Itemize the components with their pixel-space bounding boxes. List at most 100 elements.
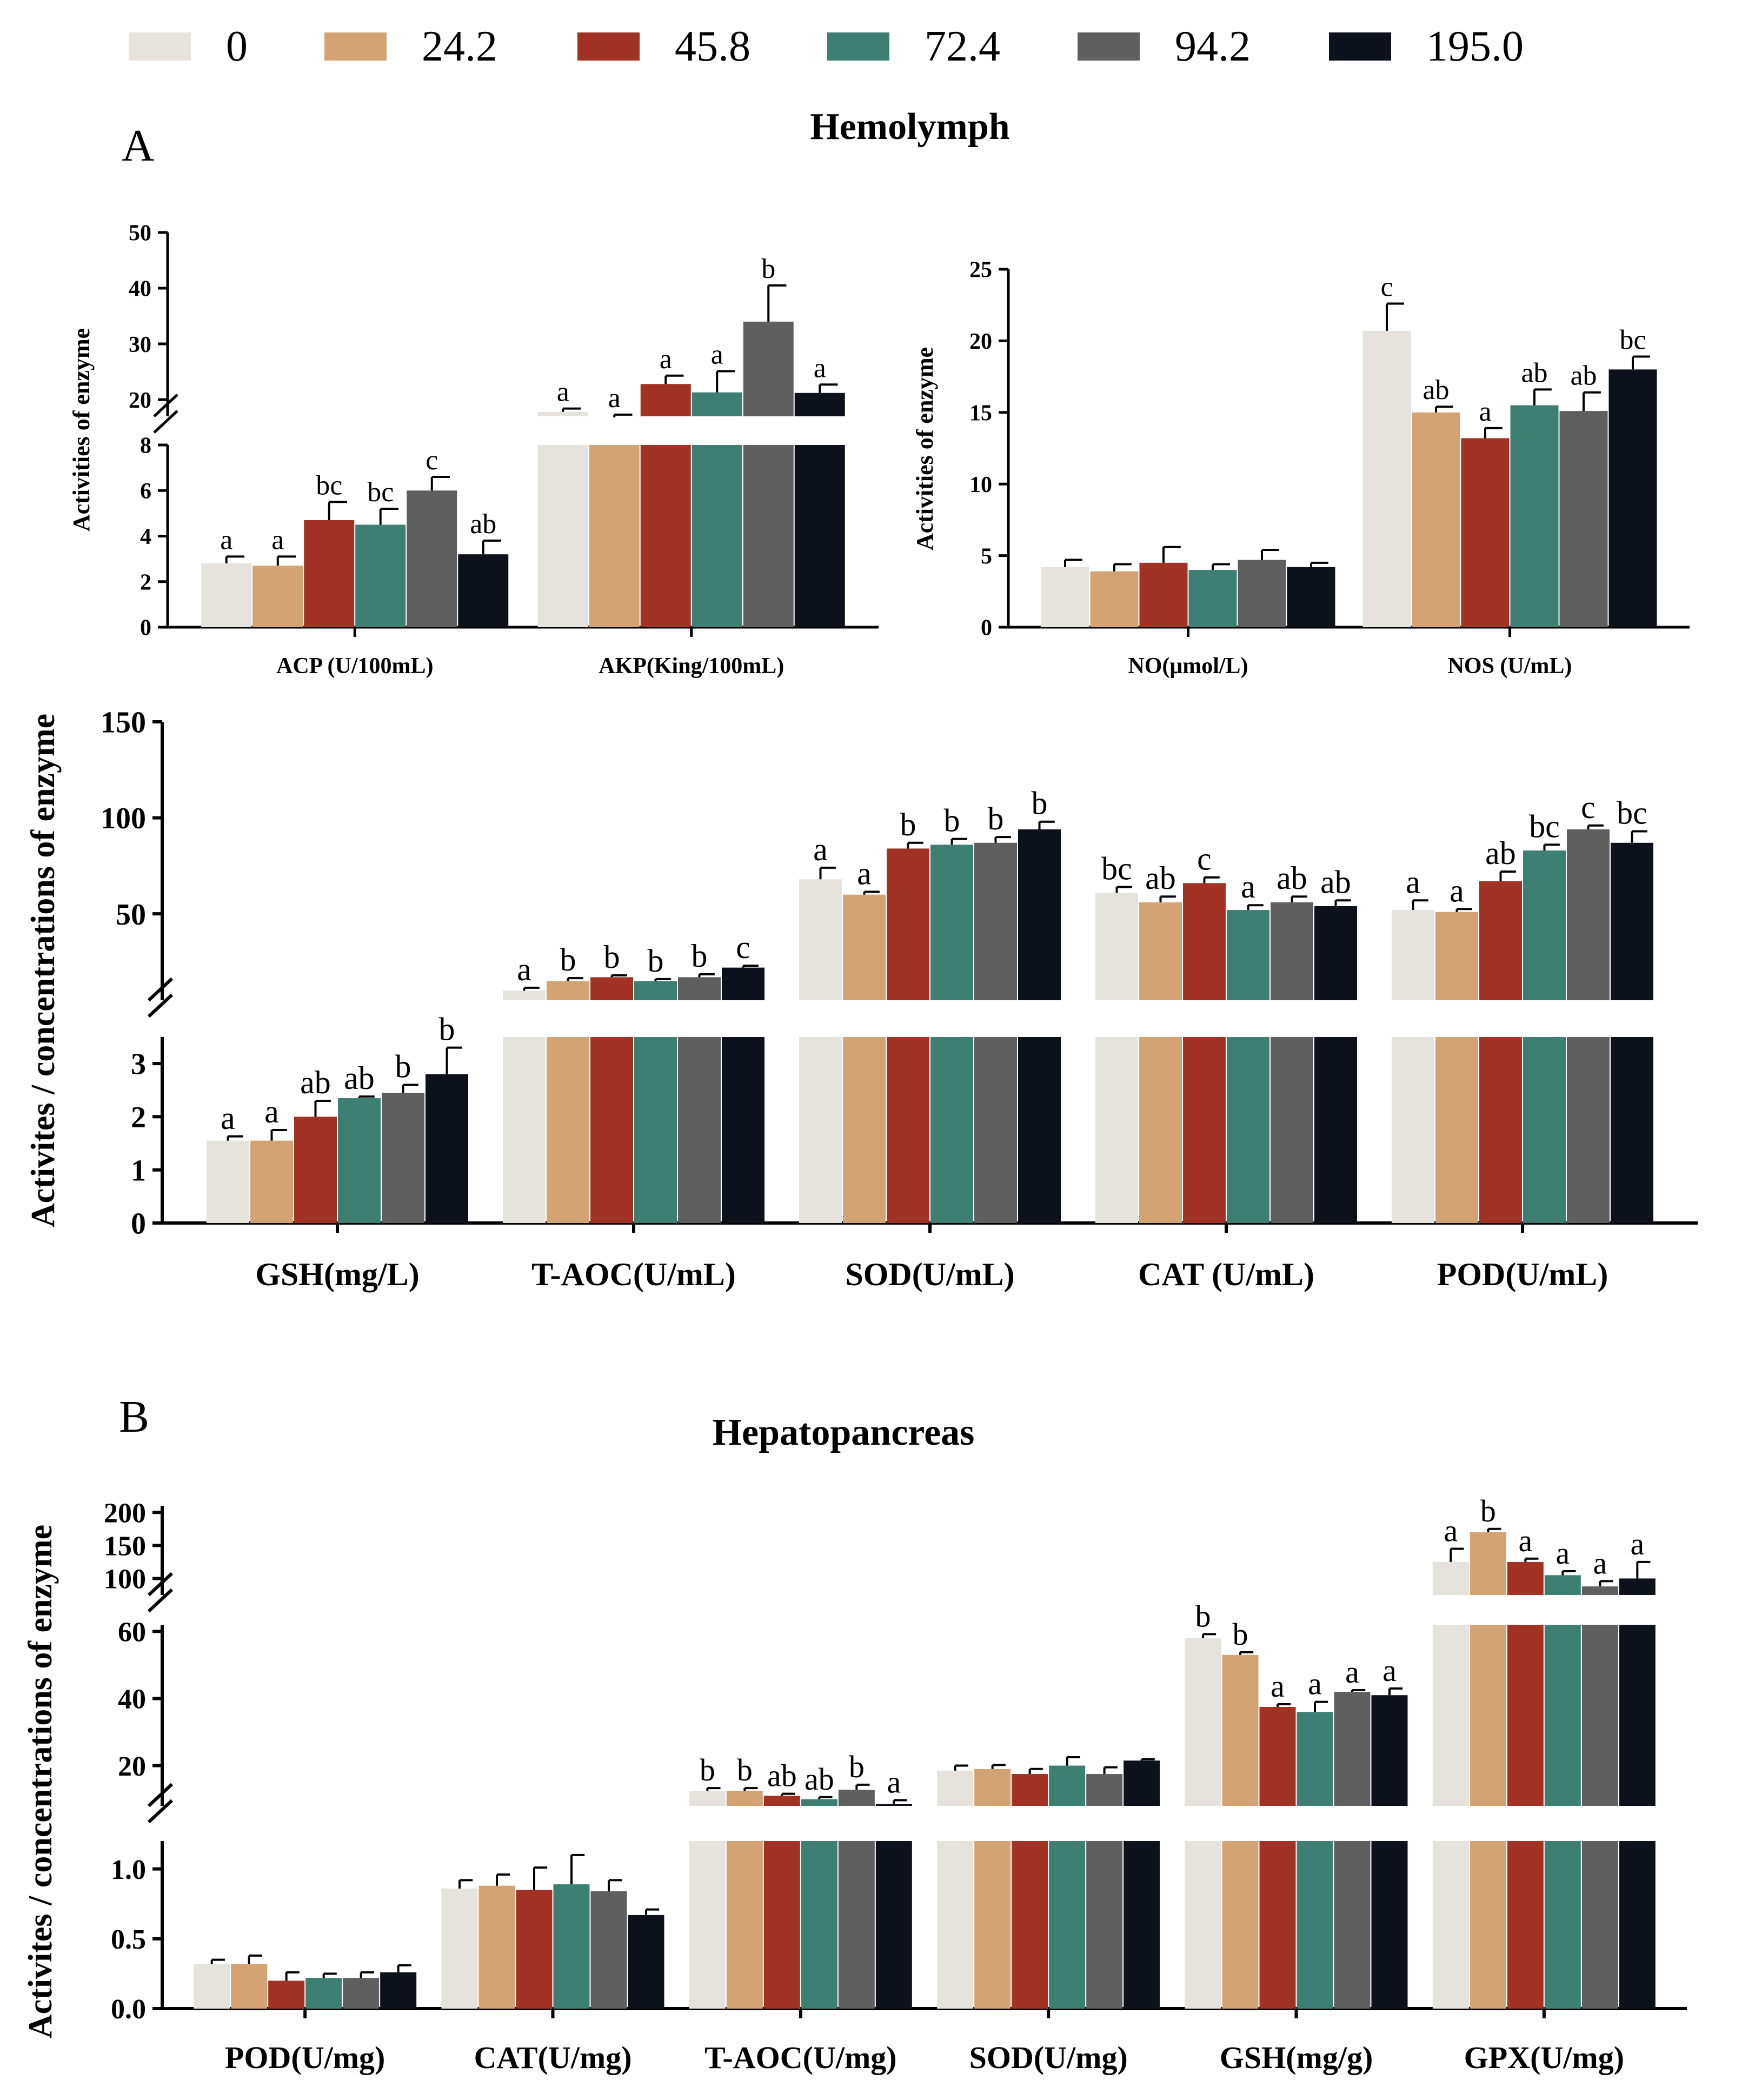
y-tick-label: 1.0 <box>111 1855 146 1885</box>
bar-195-0-gpx-u-mg <box>1619 1625 1656 1806</box>
y-tick-label: 2 <box>140 570 151 595</box>
bar-94-2-nos-u-ml <box>1559 411 1608 627</box>
significance-letter: ab <box>344 1060 375 1096</box>
panel-b-title: Hepatopancreas <box>713 1412 975 1453</box>
significance-letter: ab <box>300 1065 331 1100</box>
bar-94-2-acp-u-100ml <box>407 490 457 627</box>
axis-break-mark <box>153 394 178 417</box>
significance-letter: a <box>221 1100 235 1136</box>
bar-72-4-gsh-mg-g <box>1297 1712 1333 1806</box>
x-category-label: NOS (U/mL) <box>1448 654 1572 679</box>
legend-label-0: 0 <box>226 23 248 70</box>
bar-195-0-nos-u-ml <box>1608 369 1657 627</box>
significance-letter: b <box>849 1749 865 1784</box>
bar-94-2-t-aoc-u-ml <box>678 977 721 1000</box>
bar-195-0-cat-u-ml <box>1314 906 1357 1000</box>
bar-0-akp-king-100ml <box>537 411 588 416</box>
bar-45-8-sod-u-ml <box>887 848 929 1000</box>
bar-72-4-gpx-u-mg <box>1544 1841 1581 2009</box>
significance-letter: b <box>761 254 775 284</box>
bar-0-gpx-u-mg <box>1432 1841 1469 2009</box>
y-tick-label: 20 <box>118 1751 146 1782</box>
bar-94-2-sod-u-ml <box>974 1037 1017 1223</box>
bar-0-cat-u-ml <box>1095 893 1138 1000</box>
y-tick-label: 0.0 <box>111 1994 146 2025</box>
bar-45-8-sod-u-mg <box>1012 1774 1048 1806</box>
x-category-label: POD(U/mg) <box>225 2040 385 2075</box>
legend-swatch-72-4 <box>827 32 889 61</box>
significance-letter: a <box>1630 1526 1644 1561</box>
y-tick-label: 150 <box>101 706 146 740</box>
bar-195-0-pod-u-mg <box>380 1972 417 2009</box>
bar-24-2-acp-u-100ml <box>252 566 303 627</box>
y-tick-label: 0.5 <box>111 1924 146 1955</box>
significance-letter: b <box>737 1752 753 1787</box>
significance-letter: b <box>944 803 960 839</box>
bar-72-4-gsh-mg-g <box>1297 1841 1333 2009</box>
significance-letter: a <box>857 855 872 891</box>
significance-letter: c <box>426 445 438 476</box>
bar-94-2-sod-u-mg <box>1086 1841 1123 2009</box>
bar-24-2-t-aoc-u-ml <box>547 981 589 1000</box>
bar-94-2-pod-u-ml <box>1567 829 1610 1000</box>
bar-94-2-cat-u-mg <box>590 1891 627 2009</box>
bar-72-4-gpx-u-mg <box>1544 1625 1581 1806</box>
significance-letter: c <box>1380 272 1393 303</box>
significance-letter: b <box>1195 1598 1211 1633</box>
significance-letter: a <box>1241 869 1255 905</box>
bar-0-nos-u-ml <box>1362 330 1411 627</box>
bar-195-0-gpx-u-mg <box>1619 1578 1656 1595</box>
significance-letter: ab <box>1422 375 1449 406</box>
bar-45-8-gsh-mg-g <box>1259 1706 1296 1806</box>
significance-letter: a <box>1345 1654 1359 1690</box>
significance-letter: ab <box>767 1758 797 1793</box>
bar-45-8-no-mol-l <box>1139 562 1188 627</box>
bar-195-0-t-aoc-u-ml <box>722 1037 765 1223</box>
bar-45-8-gsh-mg-l <box>294 1117 337 1223</box>
significance-letter: a <box>1450 873 1464 908</box>
bar-94-2-t-aoc-u-ml <box>678 1037 721 1223</box>
significance-letter: b <box>692 938 708 974</box>
bar-72-4-t-aoc-u-ml <box>634 981 677 1000</box>
bar-45-8-cat-u-ml <box>1183 883 1226 1000</box>
significance-letter: bc <box>1619 325 1646 356</box>
y-tick-label: 50 <box>129 221 151 246</box>
significance-letter: a <box>1518 1523 1532 1558</box>
significance-letter: a <box>517 952 531 987</box>
legend-swatch-45-8 <box>577 32 640 61</box>
y-axis-label: Activities of enzyme <box>912 347 938 550</box>
bar-24-2-gsh-mg-g <box>1222 1654 1259 1806</box>
bar-195-0-pod-u-ml <box>1611 842 1653 1000</box>
legend-label-195-0: 195.0 <box>1426 23 1524 70</box>
x-category-label: GPX(U/mg) <box>1464 2040 1624 2075</box>
significance-letter: a <box>813 832 828 867</box>
significance-letter: bc <box>367 477 394 508</box>
bar-0-pod-u-ml <box>1392 910 1434 1000</box>
bar-195-0-sod-u-ml <box>1018 1037 1061 1223</box>
significance-letter: a <box>1555 1536 1570 1571</box>
significance-letter: bc <box>316 470 342 501</box>
panel-a-title: Hemolymph <box>810 106 1009 148</box>
y-tick-label: 40 <box>118 1684 146 1715</box>
significance-letter: c <box>736 929 750 965</box>
significance-letter: a <box>814 353 826 383</box>
y-axis-label: Activities of enzyme <box>68 328 95 531</box>
bar-72-4-pod-u-ml <box>1523 850 1566 1000</box>
y-tick-label: 2 <box>131 1101 146 1134</box>
significance-letter: b <box>560 942 576 978</box>
bar-94-2-pod-u-mg <box>343 1978 380 2009</box>
bar-45-8-sod-u-ml <box>887 1037 929 1223</box>
significance-letter: ab <box>1277 860 1307 896</box>
legend-swatch-94-2 <box>1078 32 1140 61</box>
bar-72-4-t-aoc-u-mg <box>801 1799 837 1806</box>
bar-0-t-aoc-u-mg <box>689 1791 726 1806</box>
bar-72-4-cat-u-ml <box>1227 910 1269 1000</box>
significance-letter: b <box>648 943 664 979</box>
bar-72-4-t-aoc-u-mg <box>801 1841 837 2009</box>
y-tick-label: 60 <box>118 1617 146 1648</box>
bar-94-2-t-aoc-u-mg <box>838 1841 875 2009</box>
y-tick-label: 3 <box>131 1048 146 1081</box>
significance-letter: b <box>1032 786 1048 821</box>
legend-label-45-8: 45.8 <box>675 23 750 70</box>
